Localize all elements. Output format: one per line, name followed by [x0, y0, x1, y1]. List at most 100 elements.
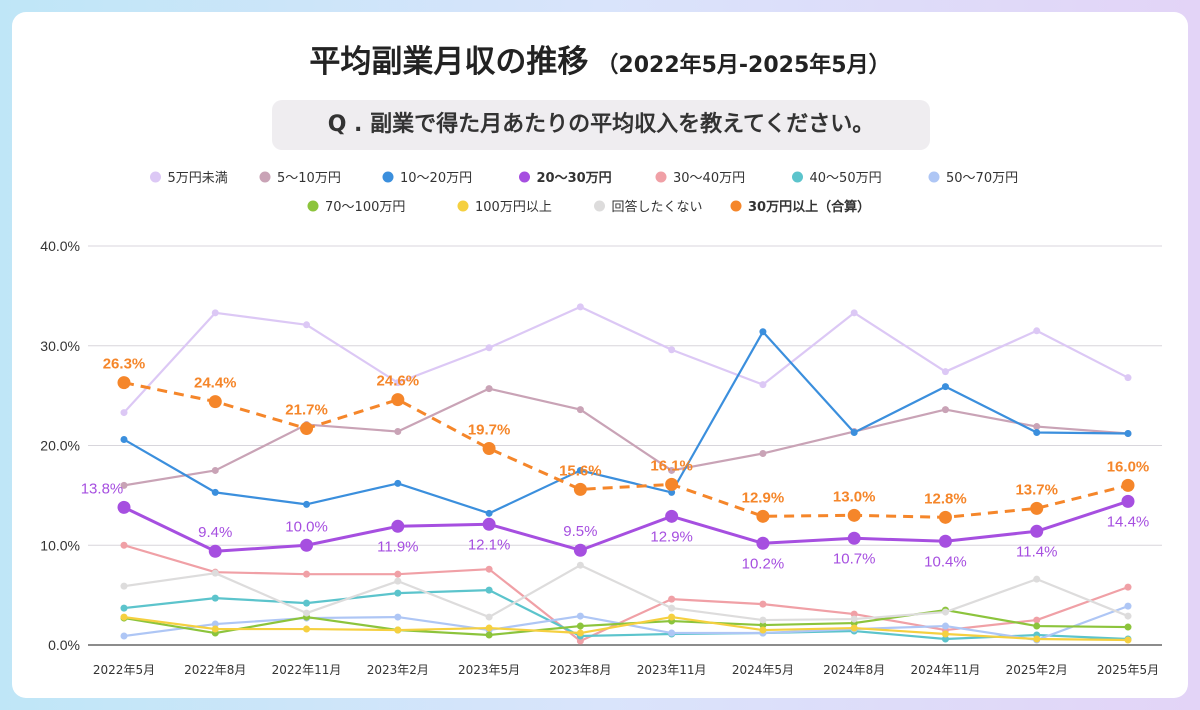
data-point: [300, 422, 314, 436]
data-point: [850, 624, 858, 632]
data-point: [668, 604, 676, 612]
data-point: [120, 541, 128, 549]
data-point: [941, 406, 949, 414]
data-point: [394, 379, 402, 387]
data-label: 12.9%: [650, 528, 693, 545]
data-point: [1033, 423, 1041, 431]
series-line: [123, 589, 1129, 641]
legend-item-label: 70〜100万円: [325, 200, 405, 215]
data-point: [120, 481, 128, 489]
data-point: [120, 613, 128, 621]
data-point: [938, 534, 952, 548]
data-label: 12.1%: [468, 536, 511, 553]
y-tick-label: 20.0%: [40, 438, 80, 454]
data-point: [1033, 429, 1041, 437]
data-point: [938, 510, 952, 524]
data-label: 12.9%: [742, 489, 785, 506]
data-point: [394, 479, 402, 487]
data-label: 9.5%: [563, 523, 597, 540]
data-point: [576, 637, 584, 645]
data-label: 16.0%: [1107, 458, 1150, 475]
chart-title-sub: （2022年5月-2025年5月）: [596, 53, 891, 78]
data-point: [1033, 635, 1041, 643]
data-point: [485, 565, 493, 573]
data-point: [576, 629, 584, 637]
data-label: 14.4%: [1107, 513, 1150, 530]
data-point: [485, 631, 493, 639]
data-point: [117, 376, 131, 390]
data-point: [668, 466, 676, 474]
data-point: [394, 570, 402, 578]
data-point: [1124, 374, 1132, 382]
data-label: 16.1%: [650, 457, 693, 474]
data-label: 26.3%: [103, 356, 146, 373]
data-point: [303, 570, 311, 578]
legend-item-label: 5〜10万円: [277, 171, 341, 186]
data-point: [759, 449, 767, 457]
data-label: 24.6%: [377, 373, 420, 390]
data-label: 13.8%: [81, 480, 124, 497]
data-point: [211, 309, 219, 317]
x-tick-label: 2024年11月: [911, 663, 981, 677]
data-point: [394, 577, 402, 585]
series-line: [123, 544, 1129, 643]
data-point: [1124, 430, 1132, 438]
data-label: 13.0%: [833, 488, 876, 505]
data-point: [303, 500, 311, 508]
data-point: [117, 500, 131, 514]
data-point: [211, 569, 219, 577]
series-line: [123, 499, 1129, 553]
data-point: [211, 594, 219, 602]
x-tick-label: 2022年5月: [93, 663, 155, 677]
data-point: [208, 395, 222, 409]
legend-marker-icon: [730, 200, 742, 212]
data-point: [573, 482, 587, 496]
data-point: [1030, 524, 1044, 538]
data-label: 13.7%: [1015, 481, 1058, 498]
data-point: [847, 531, 861, 545]
data-point: [756, 536, 770, 550]
series-line: [123, 381, 1129, 519]
data-point: [1030, 501, 1044, 515]
legend-marker-icon: [259, 171, 271, 183]
data-point: [1033, 622, 1041, 630]
data-label: 10.2%: [742, 555, 785, 572]
data-point: [668, 595, 676, 603]
data-point: [485, 385, 493, 393]
data-point: [482, 441, 496, 455]
x-tick-label: 2023年11月: [637, 663, 707, 677]
data-point: [120, 604, 128, 612]
data-point: [576, 561, 584, 569]
data-label: 10.0%: [285, 518, 328, 535]
data-point: [211, 625, 219, 633]
legend-item-label: 40〜50万円: [810, 171, 882, 186]
legend-item-label: 50〜70万円: [946, 171, 1018, 186]
x-tick-label: 2025年2月: [1006, 663, 1068, 677]
data-point: [120, 409, 128, 417]
series-line: [123, 387, 1129, 487]
data-point: [759, 600, 767, 608]
data-point: [759, 621, 767, 629]
data-point: [211, 620, 219, 628]
data-point: [850, 309, 858, 317]
legend-marker-icon: [382, 171, 394, 183]
data-point: [394, 589, 402, 597]
data-point: [485, 509, 493, 517]
data-label: 21.7%: [285, 402, 328, 419]
legend-marker-icon: [928, 171, 940, 183]
legend-item-label: 30〜40万円: [673, 171, 745, 186]
x-tick-label: 2024年8月: [823, 663, 885, 677]
data-point: [576, 406, 584, 414]
data-point: [1124, 612, 1132, 620]
data-label: 11.9%: [377, 538, 418, 555]
data-point: [850, 429, 858, 437]
data-point: [850, 615, 858, 623]
series-line: [123, 564, 1129, 622]
data-point: [482, 517, 496, 531]
data-point: [576, 612, 584, 620]
data-label: 12.8%: [924, 490, 967, 507]
data-point: [668, 613, 676, 621]
data-point: [850, 610, 858, 618]
data-point: [303, 609, 311, 617]
legend-marker-icon: [655, 171, 667, 183]
